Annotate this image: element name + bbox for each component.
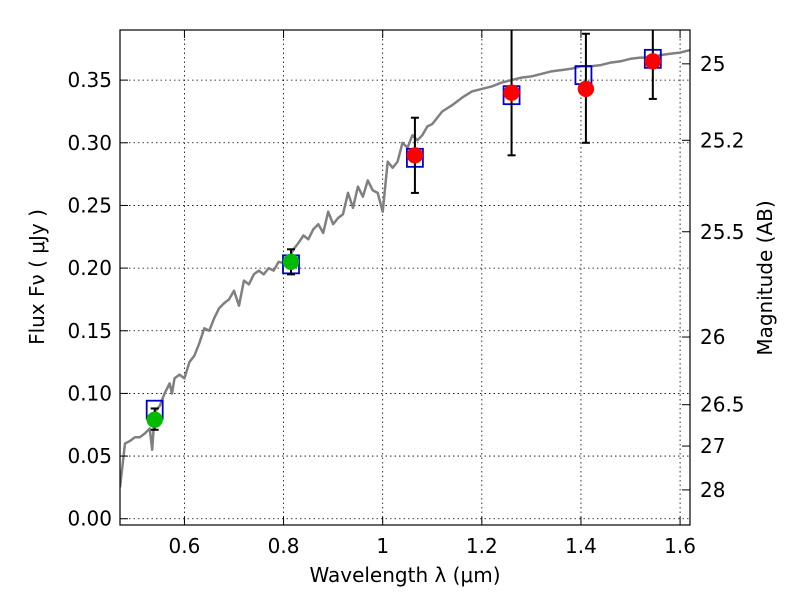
x-tick-label: 0.8 [268,534,300,558]
photometry-point [282,253,300,271]
right-tick-label: 25.2 [700,128,745,152]
plot-frame [119,29,691,526]
y-tick-label: 0.20 [67,256,112,280]
photometry-point [146,411,163,428]
photometry-point [644,53,662,70]
y-tick-label: 0.00 [67,507,112,531]
tick-marks [120,30,690,525]
x-tick-label: 1.6 [664,534,696,558]
x-axis-title: Wavelength λ (μm) [309,563,500,587]
y-tick-label: 0.30 [67,131,112,155]
x-tick-label: 1 [376,534,389,558]
data-points [145,30,662,431]
model-spectrum-line [120,48,690,488]
y-tick-label: 0.35 [67,68,112,92]
x-tick-label: 1.2 [466,534,498,558]
photometry-point [503,84,520,101]
y-tick-label: 0.15 [67,319,112,343]
right-tick-label: 27 [700,434,725,458]
right-tick-label: 26.5 [700,393,745,417]
right-tick-label: 28 [700,478,725,502]
right-tick-label: 26 [700,325,725,349]
photometry-point [577,80,595,98]
right-tick-label: 25 [700,52,725,76]
tick-labels: 0.6 0.8 1 1.2 1.4 1.6 0.00 0.05 0.10 0.15 0.20 0.25… [67,52,744,558]
y-tick-label: 0.05 [67,444,112,468]
y-axis-title: Flux Fν ( μJy ) [25,209,49,345]
x-tick-label: 1.4 [565,534,597,558]
grid-lines [120,30,690,525]
y-tick-label: 0.25 [67,193,112,217]
x-tick-label: 0.6 [169,534,201,558]
y-tick-label: 0.10 [67,381,112,405]
right-axis-title: Magnitude (AB) [753,200,777,355]
photometry-point [406,147,424,164]
plot-area [120,48,690,488]
right-tick-label: 25.5 [700,220,745,244]
